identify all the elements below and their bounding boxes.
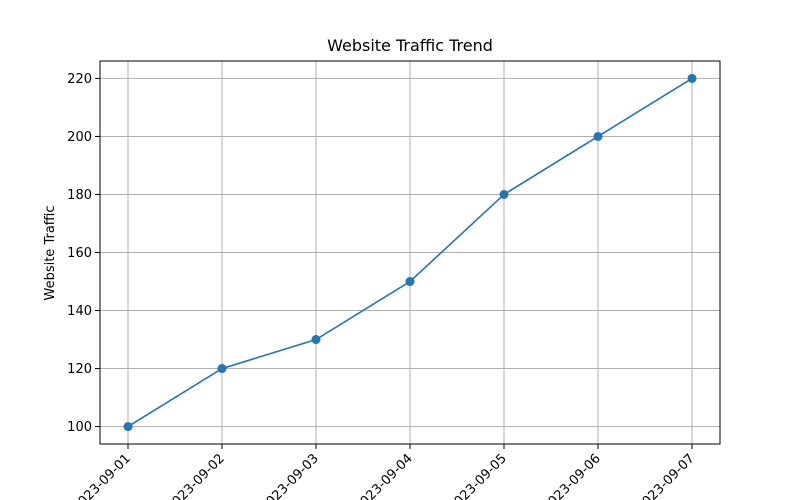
x-tick-label: 2023-09-06 bbox=[540, 451, 604, 500]
data-point bbox=[593, 131, 603, 141]
y-tick-label: 100 bbox=[67, 420, 92, 435]
y-tick-label: 200 bbox=[67, 130, 92, 145]
data-point bbox=[405, 277, 415, 287]
y-tick-label: 220 bbox=[67, 72, 92, 87]
y-axis: 100 120 140 160 180 200 220 bbox=[67, 72, 100, 435]
data-point bbox=[217, 364, 227, 374]
x-tick-label: 2023-09-02 bbox=[164, 451, 228, 500]
data-point bbox=[687, 73, 697, 83]
y-axis-label: Website Traffic bbox=[43, 205, 58, 300]
grid bbox=[100, 61, 720, 444]
x-tick-label: 2023-09-04 bbox=[352, 451, 416, 500]
data-point bbox=[311, 335, 321, 345]
x-tick-label: 2023-09-07 bbox=[634, 451, 698, 500]
y-tick-label: 140 bbox=[67, 304, 92, 319]
x-axis: 2023-09-01 2023-09-02 2023-09-03 2023-09-04… bbox=[70, 444, 698, 500]
x-tick-label: 2023-09-03 bbox=[258, 451, 322, 500]
y-tick-label: 180 bbox=[67, 188, 92, 203]
y-tick-label: 120 bbox=[67, 362, 92, 377]
x-tick-label: 2023-09-05 bbox=[446, 451, 510, 500]
data-point bbox=[123, 422, 133, 432]
x-tick-label: 2023-09-01 bbox=[70, 451, 134, 500]
y-tick-label: 160 bbox=[67, 246, 92, 261]
data-points bbox=[123, 73, 697, 432]
data-point bbox=[499, 189, 509, 199]
chart-title: Website Traffic Trend bbox=[327, 36, 493, 55]
